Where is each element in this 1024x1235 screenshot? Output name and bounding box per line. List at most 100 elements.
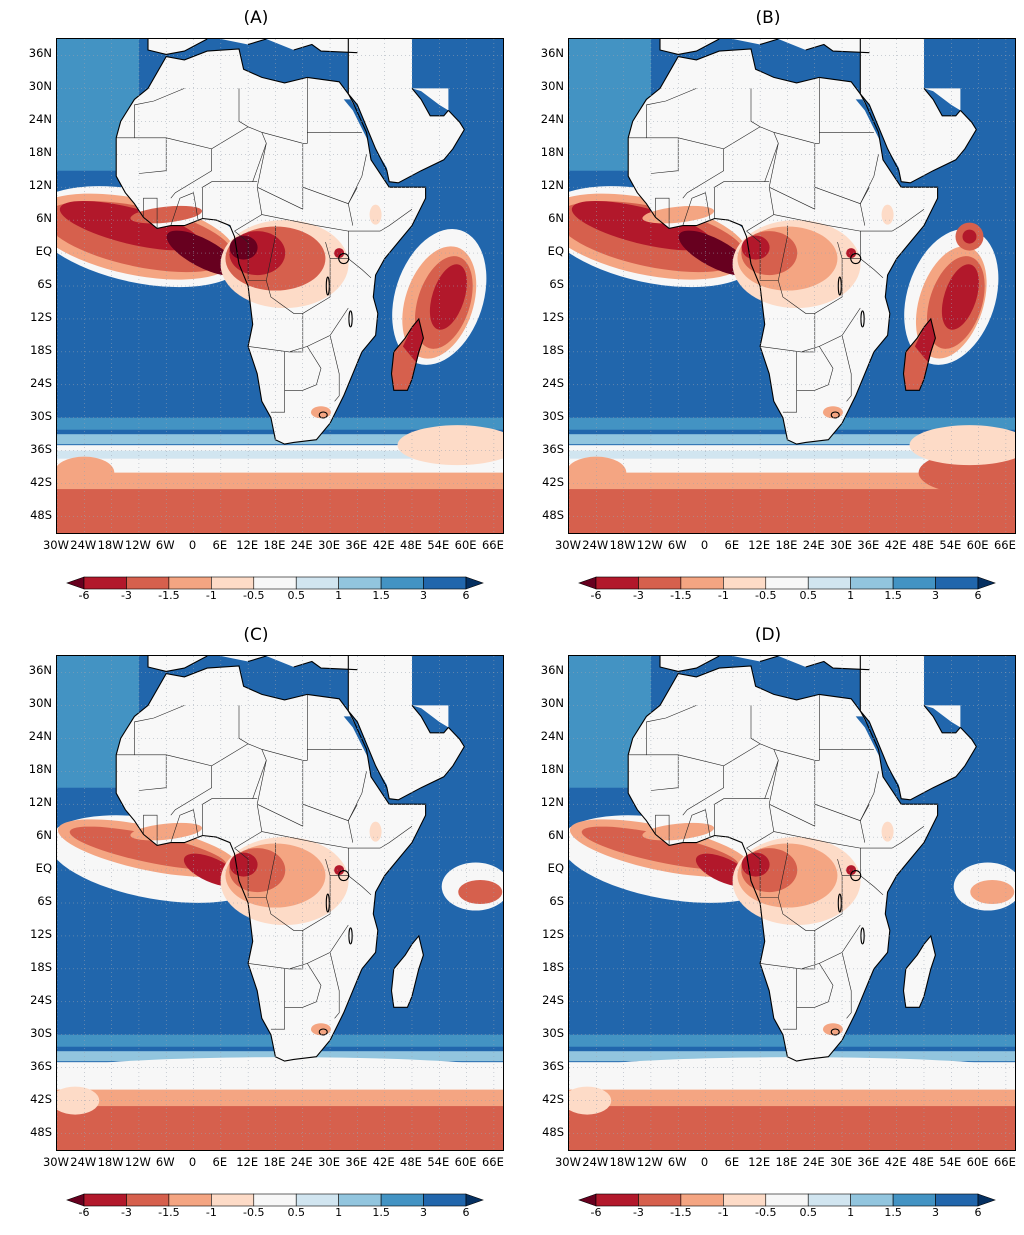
colorbar-swatch: [850, 576, 894, 590]
colorbar-swatch: [578, 1193, 597, 1207]
lon-tick-label: 42E: [884, 538, 907, 552]
lon-tick-label: 18W: [609, 538, 636, 552]
lat-tick-label: 18N: [540, 762, 564, 777]
lat-tick-label: 24S: [542, 992, 564, 1007]
lon-tick-label: 30W: [554, 538, 581, 552]
lat-tick-label: 48S: [30, 1124, 52, 1139]
lat-tick-label: 18N: [28, 145, 52, 160]
colorbar-label: -1.5: [670, 589, 692, 602]
lat-tick-label: 6S: [37, 277, 52, 291]
lon-tick-label: 12W: [636, 538, 663, 552]
colorbar-label: -1.5: [670, 1206, 692, 1219]
lon-tick-label: 66E: [481, 1155, 504, 1169]
lon-tick-label: 42E: [372, 538, 395, 552]
colorbar-label: 1.5: [372, 1206, 390, 1219]
colorbar-swatch: [892, 576, 936, 590]
lon-tick-label: 12W: [636, 1155, 663, 1169]
colorbar-swatch: [638, 576, 682, 590]
lat-tick-label: 12N: [28, 178, 52, 193]
colorbar-label: 1.5: [372, 589, 390, 602]
lon-tick-label: 36E: [345, 538, 368, 552]
colorbar-swatch: [465, 1193, 484, 1207]
map-panel-c: (C) 36N 30N 24N 18N 12N 6N EQ 6S 12S 18S 24S 30S 36S 4…: [0, 617, 512, 1234]
colorbar-label: -6: [78, 1206, 90, 1219]
lon-tick-label: 6E: [212, 1155, 228, 1169]
lat-tick-label: EQ: [547, 244, 564, 259]
colorbar-label: 0.5: [799, 1206, 817, 1219]
colorbar-label: 0.5: [287, 589, 305, 602]
lat-tick-label: 48S: [30, 507, 52, 522]
colorbar-label: -1: [717, 589, 729, 602]
lon-tick-label: 24E: [290, 538, 313, 552]
lat-tick-label: 6S: [549, 277, 564, 291]
colorbar: -6 -3 -1.5 -1 -0.5 0.5 1 1.5 3 6: [578, 1192, 996, 1222]
lon-tick-label: 36E: [857, 1155, 880, 1169]
lat-tick-label: 24N: [540, 112, 564, 127]
lon-tick-label: 30E: [830, 538, 852, 552]
lon-tick-label: 48E: [400, 1155, 422, 1169]
lon-tick-label: 24E: [290, 1155, 313, 1169]
lon-tick-label: 60E: [454, 1155, 477, 1169]
colorbar-swatch: [595, 1193, 639, 1207]
lat-tick-label: 18S: [30, 342, 52, 357]
lon-tick-label: 36E: [857, 538, 880, 552]
colorbar-swatch: [850, 1193, 894, 1207]
lat-tick-label: 42S: [30, 1091, 52, 1106]
colorbar-swatch: [765, 576, 809, 590]
lat-tick-label: 36N: [540, 46, 564, 61]
lat-tick-label: 24S: [30, 992, 52, 1007]
lon-tick-label: 54E: [939, 538, 962, 552]
lon-tick-label: 18E: [263, 538, 286, 552]
lat-tick-label: 30N: [540, 79, 564, 94]
colorbar-swatch: [66, 1193, 85, 1207]
lat-tick-label: EQ: [547, 861, 564, 876]
colorbar-label: 6: [974, 1206, 982, 1219]
lat-tick-label: 36S: [30, 1058, 52, 1073]
colorbar-label: -1: [205, 589, 217, 602]
colorbar-label: 1.5: [884, 589, 902, 602]
lon-tick-label: 60E: [966, 1155, 989, 1169]
lat-tick-label: 36S: [542, 441, 564, 456]
lat-tick-label: 6N: [548, 828, 564, 843]
colorbar-swatch: [680, 576, 724, 590]
lon-tick-label: 0: [700, 1155, 709, 1169]
colorbar-swatch: [126, 1193, 170, 1207]
colorbar-swatch: [578, 576, 597, 590]
lon-tick-label: 18W: [97, 1155, 124, 1169]
lon-tick-label: 30W: [42, 1155, 69, 1169]
lon-tick-label: 30E: [830, 1155, 852, 1169]
colorbar-label: 0.5: [799, 589, 817, 602]
lat-tick-label: 30S: [542, 1025, 564, 1040]
lat-tick-label: EQ: [35, 244, 52, 259]
lon-tick-label: 18E: [775, 538, 798, 552]
colorbar-swatch: [465, 576, 484, 590]
lat-tick-label: 6N: [36, 211, 52, 226]
colorbar-swatch: [338, 1193, 382, 1207]
lat-tick-label: 48S: [542, 507, 564, 522]
panel-title: (B): [755, 8, 781, 28]
colorbar-swatch: [211, 1193, 255, 1207]
colorbar-swatch: [83, 1193, 127, 1207]
colorbar-label: -0.5: [755, 1206, 777, 1219]
lat-tick-label: 30N: [540, 696, 564, 711]
lon-tick-label: 6W: [667, 1155, 687, 1169]
lat-tick-label: 12S: [542, 309, 564, 324]
lat-tick-label: 30N: [28, 79, 52, 94]
colorbar-label: 6: [974, 589, 982, 602]
colorbar-label: -6: [590, 1206, 602, 1219]
colorbar-swatch: [892, 1193, 936, 1207]
lat-tick-label: 24N: [28, 112, 52, 127]
lon-tick-label: 6W: [155, 538, 175, 552]
lon-tick-label: 54E: [427, 1155, 450, 1169]
lat-tick-label: 12N: [540, 795, 564, 810]
colorbar-swatch: [935, 1193, 979, 1207]
colorbar-swatches: [66, 1193, 484, 1207]
lon-tick-label: 0: [700, 538, 709, 552]
lon-tick-label: 60E: [966, 538, 989, 552]
colorbar-label: 0.5: [287, 1206, 305, 1219]
colorbar-swatch: [338, 576, 382, 590]
lat-tick-label: 18S: [30, 959, 52, 974]
colorbar-label: -1.5: [158, 589, 180, 602]
colorbar-swatch: [295, 576, 339, 590]
colorbar-swatch: [380, 1193, 424, 1207]
